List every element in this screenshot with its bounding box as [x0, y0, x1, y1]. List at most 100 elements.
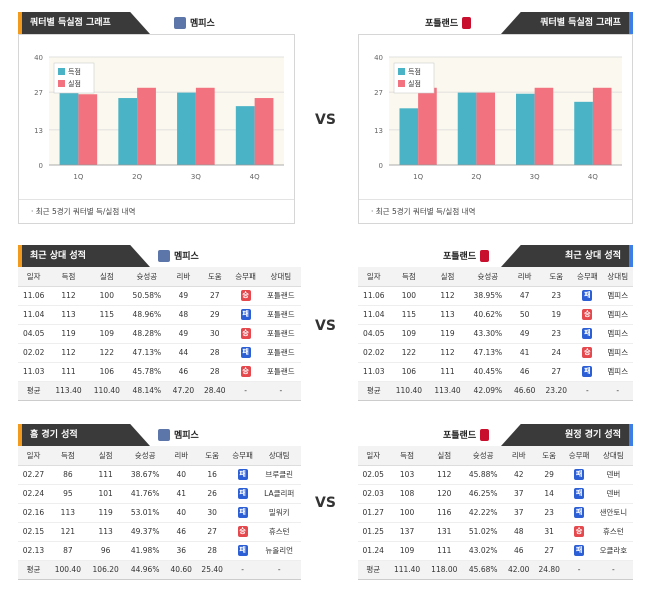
average-cell: 44.96%: [124, 560, 166, 580]
table-cell: 멤피스: [602, 343, 633, 363]
table-cell: 111: [425, 541, 463, 561]
table-cell: 02.13: [18, 541, 49, 561]
table-cell: 109: [87, 324, 126, 344]
column-header: 도움: [540, 267, 573, 287]
loss-badge: 패: [582, 328, 593, 339]
column-header: 일자: [18, 446, 49, 466]
column-header: 실점: [86, 446, 125, 466]
table-row: 04.05 109 119 43.30% 49 23 패 멤피스: [358, 324, 633, 344]
home-games-table: 일자 득점 실점 슛성공 리바 도움 승무패 상대팀 02.27 86 111 38.67% 40 16 패…: [18, 446, 301, 580]
table-cell: 101: [86, 484, 125, 504]
table-cell: 11.04: [18, 305, 50, 325]
column-header: 슛성공: [462, 446, 504, 466]
column-header: 득점: [388, 446, 426, 466]
table-cell: 포틀랜드: [260, 305, 301, 325]
home-team-name: 멤피스: [174, 252, 199, 262]
table-cell: 122: [389, 343, 429, 363]
table-cell: 50.58%: [125, 286, 168, 306]
bar-allowed: [78, 94, 98, 165]
y-tick-label: 40: [374, 54, 383, 62]
home-team-label: 멤피스: [174, 16, 215, 29]
win-badge: 승: [237, 526, 248, 537]
bar-scored: [574, 101, 593, 165]
x-tick-label: 3Q: [530, 173, 540, 181]
result-cell: 패: [572, 324, 603, 344]
bar-allowed: [534, 87, 554, 165]
average-cell: -: [602, 381, 633, 401]
average-cell: 113.40: [428, 381, 467, 401]
chart-note-home: · 최근 5경기 쿼터별 득/실점 내역: [19, 199, 294, 223]
bar-scored: [59, 92, 79, 165]
table-cell: 112: [428, 286, 467, 306]
column-header: 일자: [358, 446, 389, 466]
table-cell: 113: [48, 503, 87, 523]
loss-badge: 패: [574, 488, 585, 499]
table-cell: 02.02: [358, 343, 390, 363]
table-row: 11.04 115 113 40.62% 50 19 승 멤피스: [358, 305, 633, 325]
vs-label: VS: [315, 495, 336, 511]
table-cell: 48: [503, 522, 534, 542]
result-cell: 패: [564, 541, 594, 561]
table-cell: 100: [389, 286, 429, 306]
vs-label: VS: [315, 318, 336, 334]
table-cell: 49: [167, 324, 200, 344]
table-cell: 덴버: [593, 465, 633, 485]
table-cell: 46: [508, 362, 541, 382]
table-cell: 27: [196, 522, 228, 542]
table-cell: 덴버: [593, 484, 633, 504]
table-row: 02.24 95 101 41.76% 41 26 패 LA클리퍼: [18, 484, 301, 504]
table-cell: 23: [540, 324, 573, 344]
result-cell: 패: [564, 465, 594, 485]
table-cell: 23: [540, 286, 573, 306]
table-cell: 28: [199, 362, 231, 382]
column-header: 득점: [49, 267, 88, 287]
column-header: 실점: [87, 267, 126, 287]
average-row: 평균 111.40 118.00 45.68% 42.00 24.80- -: [358, 560, 633, 580]
table-cell: 41: [165, 484, 197, 504]
table-cell: 11.06: [18, 286, 50, 306]
table-cell: 49: [167, 286, 200, 306]
legend-swatch: [58, 68, 65, 75]
chart-title-home: 쿼터별 득실점 그래프: [18, 12, 150, 34]
away-team-name: 포틀랜드: [425, 19, 459, 29]
table-cell: 02.24: [18, 484, 49, 504]
average-cell: -: [260, 381, 301, 401]
table-cell: 16: [196, 465, 228, 485]
average-cell: 23.20: [540, 381, 573, 401]
table-cell: LA클리퍼: [257, 484, 301, 504]
table-cell: 113: [428, 305, 467, 325]
average-cell: -: [230, 381, 261, 401]
average-cell: 48.14%: [125, 381, 168, 401]
column-header: 슛성공: [124, 446, 166, 466]
result-cell: 패: [572, 286, 603, 306]
table-cell: 40: [165, 465, 197, 485]
chart-note-text: 최근 5경기 쿼터별 득/실점 내역: [35, 207, 136, 216]
bar-allowed: [254, 98, 274, 165]
result-cell: 승: [227, 522, 258, 542]
result-cell: 패: [227, 484, 258, 504]
away-team-label: 포틀랜드: [443, 428, 490, 441]
table-cell: 113: [86, 522, 125, 542]
x-tick-label: 2Q: [471, 173, 481, 181]
table-cell: 02.16: [18, 503, 49, 523]
home-team-name: 멤피스: [174, 431, 199, 441]
table-cell: 오클라호: [593, 541, 633, 561]
vs-label: VS: [315, 112, 336, 128]
result-cell: 패: [572, 362, 603, 382]
legend-label: 실점: [408, 79, 421, 88]
average-cell: 111.40: [388, 560, 426, 580]
table-cell: 115: [87, 305, 126, 325]
loss-badge: 패: [574, 545, 585, 556]
table-row: 01.25 137 131 51.02% 48 31 승 휴스턴: [358, 522, 633, 542]
table-cell: 멤피스: [602, 362, 633, 382]
recent-title-away: 최근 상대 성적: [501, 245, 633, 267]
table-cell: 브루클린: [257, 465, 301, 485]
chart-header-home: 쿼터별 득실점 그래프 멤피스: [18, 12, 308, 34]
loss-badge: 패: [240, 347, 251, 358]
column-header: 득점: [48, 446, 87, 466]
y-tick-label: 40: [34, 54, 43, 62]
table-cell: 103: [388, 465, 426, 485]
table-row: 02.15 121 113 49.37% 46 27 승 휴스턴: [18, 522, 301, 542]
table-cell: 29: [199, 305, 231, 325]
table-row: 01.24 109 111 43.02% 46 27 패 오클라호: [358, 541, 633, 561]
